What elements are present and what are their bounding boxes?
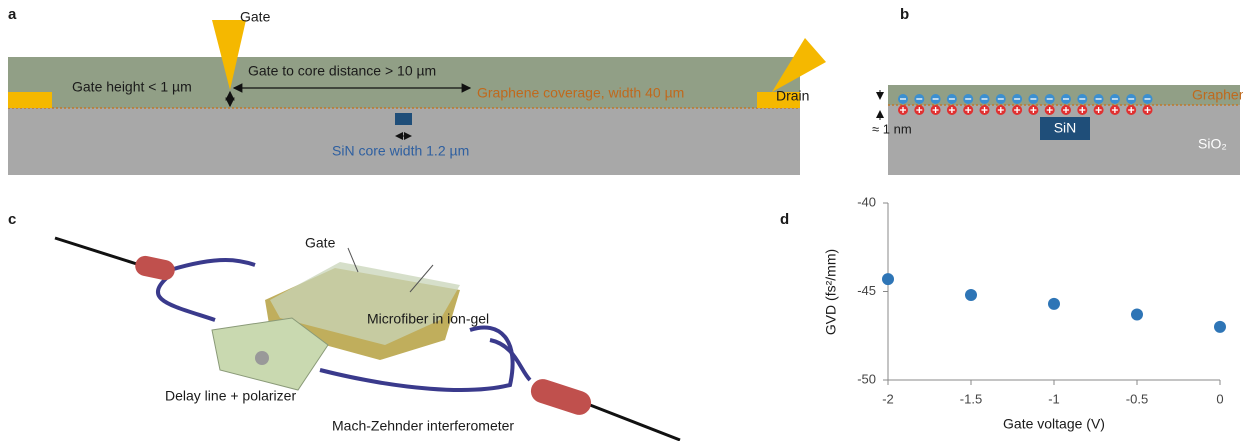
- fiber: [170, 260, 255, 270]
- panel-b: b SiN Graphene SiO₂ ≈ 1 nm: [872, 6, 1243, 175]
- core-label: SiN: [1054, 120, 1077, 136]
- coupler: [133, 254, 176, 282]
- fiber: [158, 275, 215, 320]
- panel-a: a Gate Drain Gate height < 1 µm Gate to …: [8, 6, 826, 175]
- annotation: Delay line + polarizer: [165, 388, 296, 404]
- y-tick-label: -40: [857, 194, 876, 209]
- fiber: [590, 405, 680, 440]
- y-axis-label: GVD (fs²/mm): [823, 249, 839, 335]
- annotation: Gate to core distance > 10 µm: [248, 63, 436, 79]
- annotation: Graphene coverage, width 40 µm: [477, 85, 684, 101]
- x-tick-label: -0.5: [1126, 391, 1148, 406]
- knob: [255, 351, 269, 365]
- x-tick-label: -1.5: [960, 391, 982, 406]
- spacing-label: ≈ 1 nm: [872, 121, 912, 136]
- drain-label: Drain: [776, 88, 809, 104]
- annotation: Gate height < 1 µm: [72, 79, 192, 95]
- figure: a Gate Drain Gate height < 1 µm Gate to …: [0, 0, 1243, 441]
- panel-label: a: [8, 6, 17, 23]
- electrode: [8, 92, 52, 108]
- y-tick-label: -50: [857, 371, 876, 386]
- panel-c: c Gate Microfiber in ion-gel Delay line …: [8, 211, 680, 440]
- substrate-label: SiO₂: [1198, 136, 1227, 152]
- coupler: [528, 376, 594, 418]
- x-tick-label: 0: [1216, 391, 1223, 406]
- panel-label: b: [900, 6, 909, 23]
- annotation: Mach-Zehnder interferometer: [332, 418, 514, 434]
- point: [882, 273, 894, 285]
- gate-label: Gate: [240, 9, 271, 25]
- core: [395, 113, 412, 125]
- gate-label: Gate: [305, 235, 336, 251]
- graphene-label: Graphene: [1192, 87, 1243, 103]
- x-tick-label: -2: [882, 391, 894, 406]
- panel-label: d: [780, 211, 789, 228]
- x-tick-label: -1: [1048, 391, 1060, 406]
- y-tick-label: -45: [857, 283, 876, 298]
- point: [965, 289, 977, 301]
- fiber: [55, 238, 140, 265]
- point: [1214, 321, 1226, 333]
- annotation: Microfiber in ion-gel: [367, 311, 489, 327]
- panel-label: c: [8, 211, 16, 228]
- annotation: SiN core width 1.2 µm: [332, 143, 469, 159]
- point: [1048, 298, 1060, 310]
- point: [1131, 309, 1143, 321]
- panel-d: d GVD (fs²/mm) Gate voltage (V) -40 -45 -5…: [780, 194, 1226, 431]
- x-axis-label: Gate voltage (V): [1003, 416, 1105, 432]
